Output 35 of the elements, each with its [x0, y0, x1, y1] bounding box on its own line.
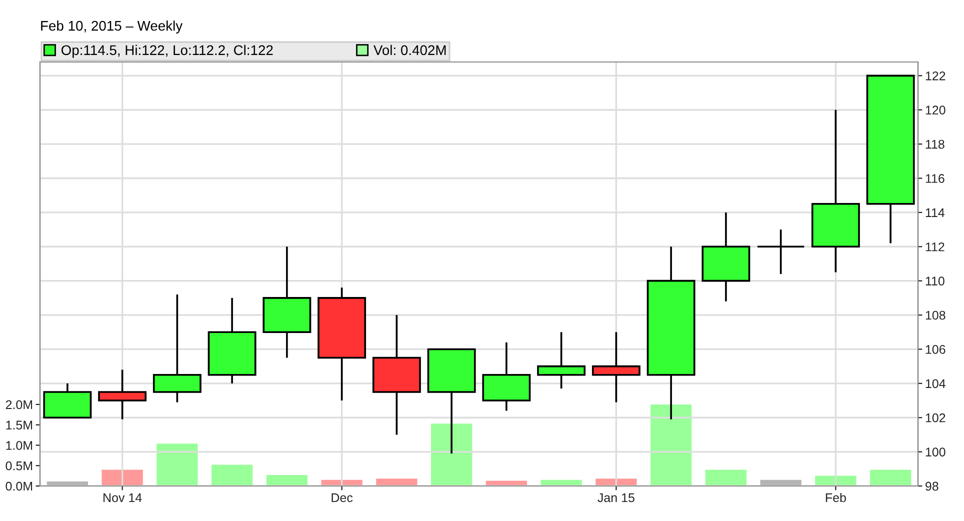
y-tick-label: 108 — [926, 310, 946, 320]
candlestick — [592, 331, 640, 404]
y-tick-label: 106 — [926, 345, 946, 354]
y2-tick-label: 1.0M — [6, 441, 32, 450]
bar — [430, 424, 472, 486]
bar — [266, 474, 308, 486]
x-tick-label: Jan 15 — [598, 493, 634, 502]
candlestick — [756, 228, 806, 275]
y-tick-label: 104 — [926, 379, 946, 388]
y-tick-label: 120 — [926, 106, 946, 115]
x-tick-label: Nov 14 — [104, 493, 142, 502]
y2-tick-label: 1.5M — [6, 420, 32, 430]
bar — [705, 470, 747, 486]
y-tick-label: 118 — [926, 140, 944, 149]
legend-label: Op:114.5, Hi:122, Lo:112.2, Cl:122 — [61, 44, 273, 58]
y2-tick-label: 0.0M — [6, 482, 32, 491]
bar — [870, 470, 912, 486]
x-tick-label: Feb — [826, 492, 846, 502]
bar — [102, 470, 143, 486]
bar — [211, 464, 253, 486]
y-tick-label: 110 — [926, 276, 944, 286]
bar — [650, 404, 692, 486]
legend-label: Vol: 0.402M — [373, 44, 446, 56]
y-tick-label: 100 — [926, 448, 946, 456]
y2-tick-label: 2.0M — [6, 400, 32, 410]
y-tick-label: 102 — [926, 413, 946, 422]
x-tick-label: Dec — [332, 493, 353, 502]
chart-subtitle: Feb 10, 2015 – Weekly — [41, 20, 183, 34]
y-tick-label: 114 — [926, 208, 945, 217]
y-tick-label: 116 — [926, 174, 944, 183]
y2-tick-label: 0.5M — [6, 461, 32, 470]
bar — [156, 444, 198, 486]
y-tick-label: 112 — [926, 242, 944, 252]
y-tick-label: 98 — [926, 482, 938, 491]
y-tick-label: 122 — [926, 71, 946, 80]
